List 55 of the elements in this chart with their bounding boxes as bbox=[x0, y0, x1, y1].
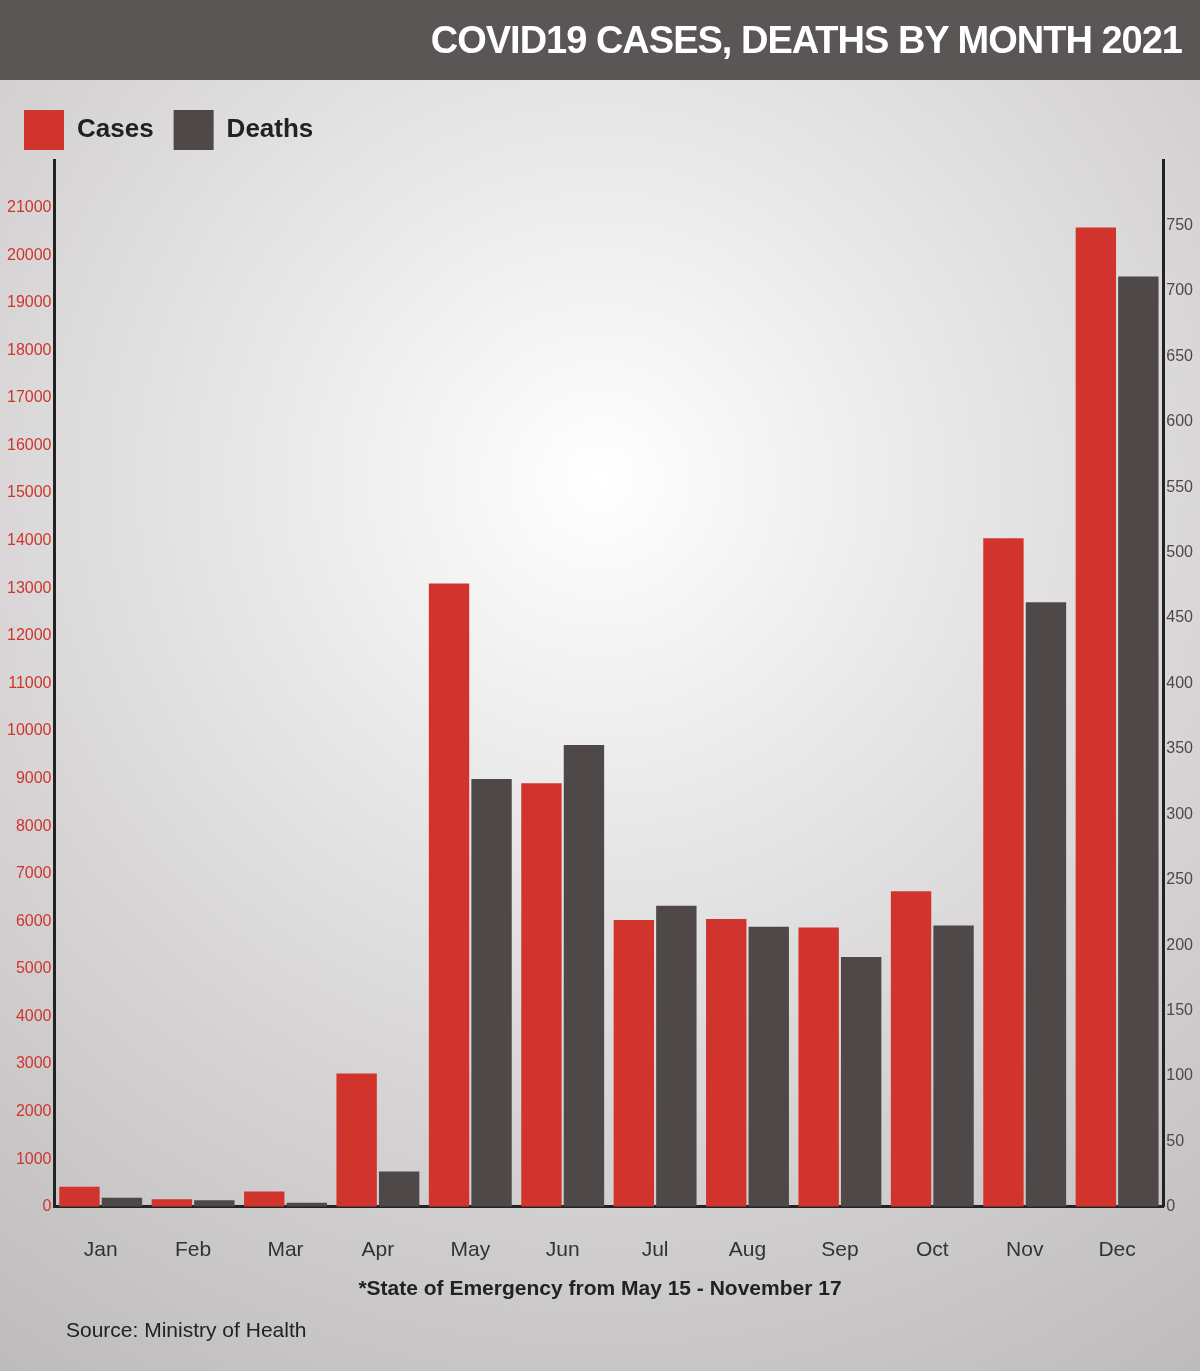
y2-tick-label: 600 bbox=[1166, 412, 1194, 430]
x-tick-label: Feb bbox=[175, 1237, 212, 1261]
y-tick-label: 1000 bbox=[15, 1149, 52, 1167]
x-tick-label: Dec bbox=[1098, 1237, 1136, 1261]
x-tick-label: Jul bbox=[641, 1237, 669, 1261]
y2-tick-label: 300 bbox=[1166, 804, 1194, 822]
y2-tick-label: 0 bbox=[1166, 1197, 1176, 1215]
y-tick-label: 0 bbox=[42, 1197, 52, 1215]
y-tick-label: 16000 bbox=[6, 435, 52, 453]
source-note: Source: Ministry of Health bbox=[66, 1318, 308, 1342]
y2-tick-label: 200 bbox=[1166, 935, 1194, 953]
y-tick-label: 9000 bbox=[15, 768, 52, 786]
x-tick-label: Aug bbox=[728, 1237, 767, 1261]
y-tick-label: 13000 bbox=[6, 578, 52, 596]
x-tick-label: Jun bbox=[545, 1237, 580, 1261]
x-tick-label: Jan bbox=[83, 1237, 118, 1261]
y2-tick-label: 700 bbox=[1166, 281, 1194, 299]
y-tick-label: 3000 bbox=[15, 1054, 52, 1072]
y-tick-label: 15000 bbox=[6, 483, 52, 501]
y2-tick-label: 150 bbox=[1166, 1000, 1194, 1018]
y2-tick-label: 450 bbox=[1166, 608, 1194, 626]
y2-tick-label: 650 bbox=[1166, 346, 1194, 364]
legend-label: Cases bbox=[77, 113, 154, 144]
y-tick-label: 21000 bbox=[6, 197, 52, 215]
y2-tick-label: 500 bbox=[1166, 542, 1194, 560]
y-tick-label: 8000 bbox=[15, 816, 52, 834]
legend-label: Deaths bbox=[226, 113, 314, 144]
y-tick-label: 18000 bbox=[6, 340, 52, 358]
y2-tick-label: 350 bbox=[1166, 739, 1194, 757]
y-tick-label: 19000 bbox=[6, 293, 52, 311]
y-tick-label: 20000 bbox=[6, 245, 52, 263]
x-tick-label: Mar bbox=[267, 1237, 304, 1261]
y2-tick-label: 550 bbox=[1166, 477, 1194, 495]
y2-tick-label: 400 bbox=[1166, 673, 1194, 691]
chart-title: COVID19 CASES, DEATHS BY MONTH 2021 bbox=[0, 0, 1200, 80]
y2-tick-label: 100 bbox=[1166, 1066, 1194, 1084]
y-tick-label: 2000 bbox=[15, 1102, 52, 1120]
y-tick-label: 5000 bbox=[15, 959, 52, 977]
x-tick-label: Apr bbox=[361, 1237, 395, 1261]
text: *State of Emergency from May 15 - November 17 bbox=[357, 1276, 843, 1300]
y-tick-label: 6000 bbox=[15, 911, 52, 929]
y2-tick-label: 50 bbox=[1166, 1131, 1185, 1149]
y-tick-label: 11000 bbox=[8, 673, 52, 691]
y-tick-label: 7000 bbox=[15, 864, 52, 882]
x-tick-label: Nov bbox=[1006, 1237, 1044, 1261]
y2-tick-label: 250 bbox=[1166, 870, 1194, 888]
y-tick-label: 14000 bbox=[6, 531, 52, 549]
y-tick-label: 17000 bbox=[6, 388, 52, 406]
x-tick-label: May bbox=[450, 1237, 491, 1261]
x-tick-label: Sep bbox=[821, 1237, 859, 1261]
y-tick-label: 4000 bbox=[15, 1006, 52, 1024]
y-tick-label: 10000 bbox=[6, 721, 52, 739]
x-tick-label: Oct bbox=[915, 1237, 949, 1261]
y2-tick-label: 750 bbox=[1166, 215, 1194, 233]
y-tick-label: 12000 bbox=[6, 626, 52, 644]
